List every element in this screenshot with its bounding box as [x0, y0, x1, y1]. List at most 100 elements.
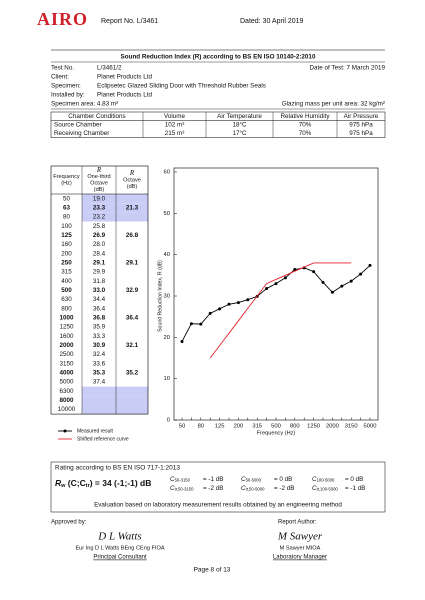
text-part: tr,50-5000 [246, 487, 266, 492]
value: Date of Test: 7 March 2019 [310, 65, 386, 72]
table-header: R [96, 166, 102, 174]
text-part: C [241, 476, 246, 483]
table-cell: 125 [61, 232, 72, 239]
data-point [274, 282, 278, 286]
text-part: = 0 dB [274, 476, 292, 483]
table-cell: 19.0 [93, 195, 106, 202]
title: Sound Reduction Index (R) according to B… [121, 54, 316, 61]
text-part: 100-5000 [317, 478, 335, 483]
table-header: Air Temperature [217, 113, 262, 120]
y-axis-label: Sound Reduction Index, R (dB) [157, 260, 163, 332]
table-cell: 29.1 [93, 259, 106, 266]
table-cell: 1000 [59, 314, 74, 321]
series-line [181, 265, 371, 342]
data-point [236, 301, 240, 305]
signature-label: Report Author: [278, 520, 317, 526]
x-tick-label: 2000 [326, 424, 339, 430]
text-part: 50-3150 [175, 478, 191, 483]
label: Client: [51, 74, 69, 81]
data-point [227, 302, 231, 306]
table-cell: 2000 [59, 342, 74, 349]
table-border [50, 111, 386, 138]
table-border [50, 165, 149, 415]
text-part: tr,50-3150 [175, 487, 195, 492]
data-point [293, 268, 297, 272]
text-part: = -2 dB [203, 485, 223, 492]
table-header: One-third [87, 174, 110, 180]
report-number: Report No. L/3461 [101, 18, 158, 25]
y-tick-label: 0 [167, 418, 170, 424]
table-cell: 31.8 [93, 278, 106, 285]
signatory-role: Principal Consultant [93, 555, 147, 561]
table-cell: 35.9 [93, 324, 106, 331]
shaded-cell [82, 404, 148, 415]
table-cell: 630 [61, 296, 72, 303]
x-tick-label: 50 [179, 424, 185, 430]
series-line [209, 262, 352, 359]
table-cell: 28.0 [93, 241, 106, 248]
table-header: Octave [90, 181, 108, 187]
label: Test No. [51, 65, 74, 72]
data-point [218, 307, 222, 311]
label: Installed by: [51, 92, 85, 99]
text-part: C [241, 485, 246, 492]
x-tick-label: 125 [215, 424, 225, 430]
table-cell: 25.8 [93, 223, 106, 230]
table-cell: 35.2 [126, 369, 139, 376]
table-cell: 32.1 [126, 342, 139, 349]
table-cell: 33.3 [93, 333, 106, 340]
table-cell: 34.4 [93, 296, 106, 303]
legend-label: Shifted reference curve [77, 436, 129, 442]
table-cell: 6300 [59, 388, 74, 395]
text-part: C [170, 476, 175, 483]
table-cell: 33.0 [93, 287, 106, 294]
table-header: (dB) [127, 184, 138, 190]
table-cell: 200 [61, 250, 72, 257]
text-part: = -1 dB [345, 485, 365, 492]
table-header: Chamber Conditions [68, 113, 125, 120]
table-cell: 975 hPa [349, 130, 373, 137]
label: Specimen: [51, 83, 81, 90]
table-cell: 70% [299, 130, 312, 137]
table-header: Octave [123, 177, 141, 183]
table-cell: 50 [63, 195, 71, 202]
x-tick-label: 1250 [307, 424, 320, 430]
table-header: Relative Humidity [281, 113, 331, 120]
data-point [349, 279, 353, 283]
table-header: Volume [164, 113, 186, 120]
data-point [265, 287, 269, 291]
shaded-cell [82, 386, 148, 396]
text-part: (C;C [65, 478, 85, 488]
plot-frame [173, 167, 379, 421]
data-point [368, 263, 372, 267]
x-tick-label: 3150 [345, 424, 358, 430]
table-cell: 21.3 [126, 204, 139, 211]
data-point [208, 311, 212, 315]
table-header: (dB) [94, 187, 105, 193]
value: L/3461/2 [97, 65, 122, 72]
text-part: C [312, 476, 317, 483]
shaded-cell [82, 395, 148, 405]
data-point [340, 284, 344, 288]
table-cell: 1600 [59, 333, 74, 340]
table-cell: 250 [61, 259, 72, 266]
signature-label: Approved by: [51, 520, 87, 526]
table-cell: 400 [61, 278, 72, 285]
x-tick-label: 5000 [364, 424, 377, 430]
rating-term: C100-5000 = 0 dB [312, 476, 363, 483]
table-cell: 500 [61, 287, 72, 294]
signatory-name: Eur Ing D L Watts BEng CEng FIOA [75, 545, 164, 551]
data-point [199, 322, 203, 326]
text-part: R [55, 478, 62, 488]
table-cell: 18°C [232, 120, 247, 128]
table-cell: 975 hPa [349, 121, 373, 128]
table-cell: 4000 [59, 369, 74, 376]
x-tick-label: 315 [252, 424, 262, 430]
rating-value: Rw (C;Ctr) = 34 (-1;-1) dB [55, 478, 151, 489]
page-number: Page 8 of 13 [194, 567, 231, 574]
shaded-cell [82, 212, 148, 222]
data-point [321, 280, 325, 284]
data-point [312, 270, 316, 274]
text-part: tr,100-5000 [317, 487, 339, 492]
x-axis-label: Frequency (Hz) [257, 430, 296, 436]
